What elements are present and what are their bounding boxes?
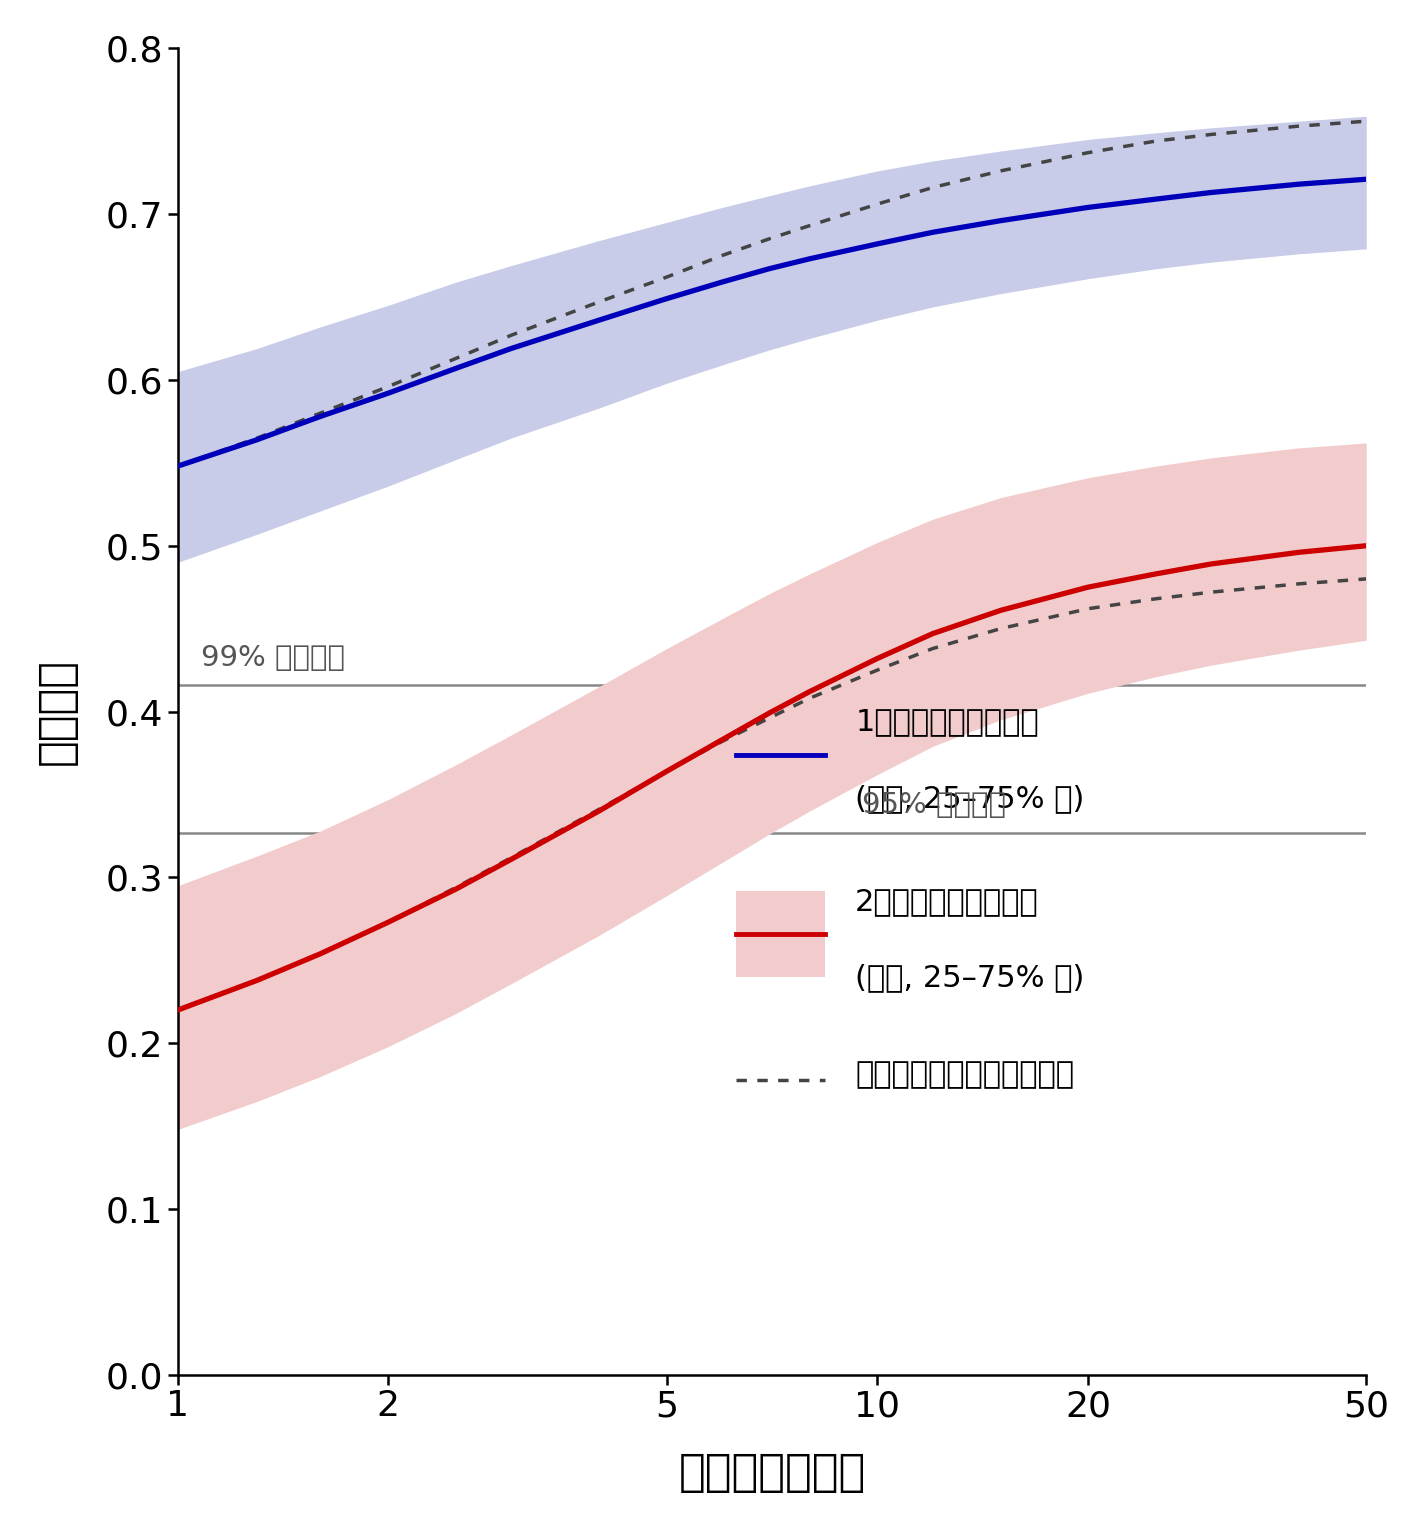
X-axis label: アンサンブル数: アンサンブル数	[678, 1451, 866, 1494]
Text: (平均, 25–75% 幅): (平均, 25–75% 幅)	[856, 784, 1085, 813]
Bar	[736, 891, 826, 977]
Y-axis label: 相関係数: 相関係数	[34, 657, 78, 764]
Text: 95% 信頼水準: 95% 信頼水準	[862, 792, 1005, 820]
Bar	[736, 711, 826, 798]
Text: (平均, 25–75% 幅): (平均, 25–75% 幅)	[856, 963, 1085, 992]
Text: 99% 信頼水準: 99% 信頼水準	[201, 644, 345, 671]
Text: 2年目の夏の予測精度: 2年目の夏の予測精度	[856, 887, 1040, 916]
Text: 理論的に見積もられる精度: 理論的に見積もられる精度	[856, 1061, 1074, 1090]
Text: 1年目の夏の予測精度: 1年目の夏の予測精度	[856, 708, 1040, 737]
